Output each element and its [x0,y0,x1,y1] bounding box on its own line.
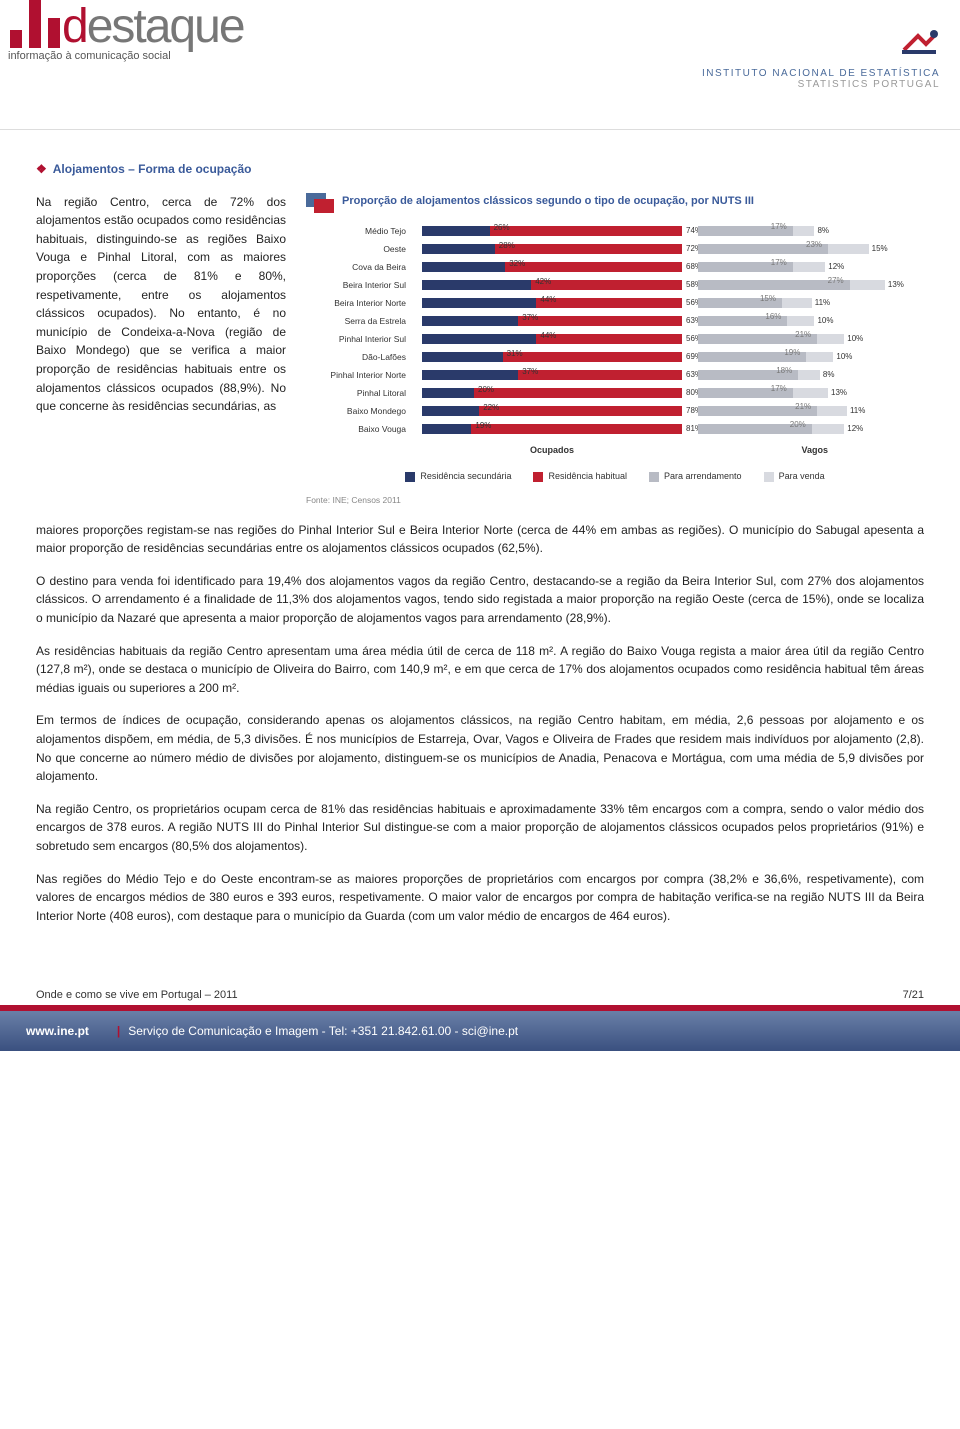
chart-container: Proporção de alojamentos clássicos segun… [306,193,924,507]
institute-name-1: INSTITUTO NACIONAL DE ESTATÍSTICA [702,68,940,79]
bar-row: 44%56% [422,294,682,312]
bar-row: 16%10% [698,312,885,330]
body-paragraph: Na região Centro, os proprietários ocupa… [36,800,924,856]
page-content: ❖Alojamentos – Forma de ocupação Na regi… [0,130,960,959]
chart-category-label: Pinhal Interior Norte [306,366,406,384]
brand-name: destaque [62,5,244,48]
bar-row: 42%58% [422,276,682,294]
chart-legend: Residência secundária Residência habitua… [306,470,924,484]
chart-category-label: Dão-Lafões [306,348,406,366]
bar-row: 17%12% [698,258,885,276]
bar-row: 26%74% [422,222,682,240]
body-paragraph: As residências habituais da região Centr… [36,642,924,698]
bar-row: 17%8% [698,222,885,240]
bar-row: 21%10% [698,330,885,348]
legend-item: Para arrendamento [649,470,742,484]
bar-row: 17%13% [698,384,885,402]
axis-label-vagos: Vagos [698,444,828,458]
body-paragraph: Em termos de índices de ocupação, consid… [36,711,924,785]
bar-row: 32%68% [422,258,682,276]
bar-row: 15%11% [698,294,885,312]
legend-item: Para venda [764,470,825,484]
chart-category-label: Baixo Vouga [306,420,406,438]
page-number: 7/21 [903,989,924,1001]
institute-logo: INSTITUTO NACIONAL DE ESTATÍSTICA STATIS… [702,20,940,90]
body-paragraph: Nas regiões do Médio Tejo e do Oeste enc… [36,870,924,926]
bar-row: 37%63% [422,312,682,330]
bar-row: 37%63% [422,366,682,384]
footer-url[interactable]: www.ine.pt [26,1024,89,1038]
ine-mark-icon [898,20,940,62]
bar-row: 31%69% [422,348,682,366]
legend-item: Residência secundária [405,470,511,484]
body-paragraphs: maiores proporções registam-se nas regiõ… [36,521,924,926]
chart-category-label: Cova da Beira [306,258,406,276]
page-footer-meta: Onde e como se vive em Portugal – 2011 7… [0,989,960,1001]
doc-title: Onde e como se vive em Portugal – 2011 [36,989,238,1001]
bar-row: 21%11% [698,402,885,420]
bottom-bar: www.ine.pt | Serviço de Comunicação e Im… [0,1011,960,1051]
bar-row: 18%8% [698,366,885,384]
bar-row: 23%15% [698,240,885,258]
chart-category-labels: Médio TejoOesteCova da BeiraBeira Interi… [306,222,406,438]
logo-bars-icon [0,0,60,48]
chart-category-label: Beira Interior Norte [306,294,406,312]
footer-contact: Serviço de Comunicação e Imagem - Tel: +… [128,1024,518,1038]
brand-logo: destaque informação à comunicação social [0,0,244,62]
bar-row: 22%78% [422,402,682,420]
legend-swatch-icon [533,472,543,482]
legend-swatch-icon [405,472,415,482]
intro-paragraph: Na região Centro, cerca de 72% dos aloja… [36,193,286,507]
bar-row: 19%81% [422,420,682,438]
chart-title: Proporção de alojamentos clássicos segun… [342,193,754,210]
chart-body: Médio TejoOesteCova da BeiraBeira Interi… [306,222,924,438]
chart-category-label: Médio Tejo [306,222,406,240]
chart-category-label: Beira Interior Sul [306,276,406,294]
chart-vagos: 17%8%23%15%17%12%27%13%15%11%16%10%21%10… [698,222,885,438]
bar-row: 44%56% [422,330,682,348]
chart-category-label: Pinhal Interior Sul [306,330,406,348]
bar-row: 28%72% [422,240,682,258]
bar-row: 20%12% [698,420,885,438]
chart-ocupados: 26%74%28%72%32%68%42%58%44%56%37%63%44%5… [422,222,682,438]
bar-row: 27%13% [698,276,885,294]
chart-icon [306,193,334,213]
chart-category-label: Serra da Estrela [306,312,406,330]
legend-item: Residência habitual [533,470,627,484]
axis-label-ocupados: Ocupados [422,444,682,458]
bar-row: 19%10% [698,348,885,366]
bar-row: 20%80% [422,384,682,402]
body-paragraph: O destino para venda foi identificado pa… [36,572,924,628]
separator-icon: | [117,1024,120,1038]
institute-name-2: STATISTICS PORTUGAL [702,79,940,90]
legend-swatch-icon [649,472,659,482]
chart-category-label: Baixo Mondego [306,402,406,420]
chart-category-label: Pinhal Litoral [306,384,406,402]
body-paragraph: maiores proporções registam-se nas regiõ… [36,521,924,558]
diamond-icon: ❖ [36,162,47,176]
page-header: destaque informação à comunicação social… [0,0,960,130]
legend-swatch-icon [764,472,774,482]
section-title: ❖Alojamentos – Forma de ocupação [36,160,924,179]
chart-source: Fonte: INE; Censos 2011 [306,494,924,507]
chart-category-label: Oeste [306,240,406,258]
